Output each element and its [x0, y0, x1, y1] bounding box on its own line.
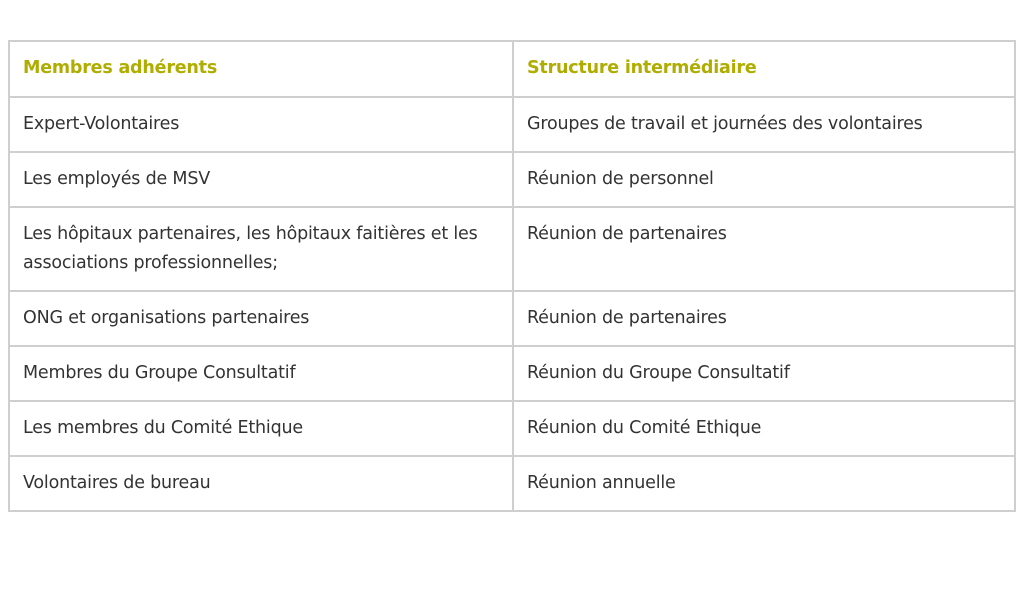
table-row: Les employés de MSV Réunion de personnel [8, 151, 1016, 208]
cell-member: ONG et organisations partenaires [8, 290, 514, 347]
column-header-members: Membres adhérents [8, 40, 514, 98]
table-row: Expert-Volontaires Groupes de travail et … [8, 96, 1016, 153]
table-body: Expert-Volontaires Groupes de travail et … [8, 96, 1016, 512]
table-header-row: Membres adhérents Structure intermédiair… [8, 40, 1016, 98]
cell-structure: Réunion du Groupe Consultatif [512, 345, 1016, 402]
table-row: Les hôpitaux partenaires, les hôpitaux f… [8, 206, 1016, 292]
cell-member: Les membres du Comité Ethique [8, 400, 514, 457]
members-table: Membres adhérents Structure intermédiair… [8, 40, 1016, 512]
cell-member: Membres du Groupe Consultatif [8, 345, 514, 402]
cell-structure: Réunion annuelle [512, 455, 1016, 512]
table-row: Les membres du Comité Ethique Réunion du … [8, 400, 1016, 457]
table-row: Volontaires de bureau Réunion annuelle [8, 455, 1016, 512]
column-header-structure: Structure intermédiaire [512, 40, 1016, 98]
cell-member: Expert-Volontaires [8, 96, 514, 153]
cell-member: Volontaires de bureau [8, 455, 514, 512]
table-row: Membres du Groupe Consultatif Réunion du … [8, 345, 1016, 402]
cell-structure: Réunion du Comité Ethique [512, 400, 1016, 457]
cell-structure: Réunion de personnel [512, 151, 1016, 208]
cell-structure: Réunion de partenaires [512, 206, 1016, 292]
table-row: ONG et organisations partenaires Réunion … [8, 290, 1016, 347]
cell-member: Les hôpitaux partenaires, les hôpitaux f… [8, 206, 514, 292]
cell-member: Les employés de MSV [8, 151, 514, 208]
cell-structure: Groupes de travail et journées des volon… [512, 96, 1016, 153]
cell-structure: Réunion de partenaires [512, 290, 1016, 347]
